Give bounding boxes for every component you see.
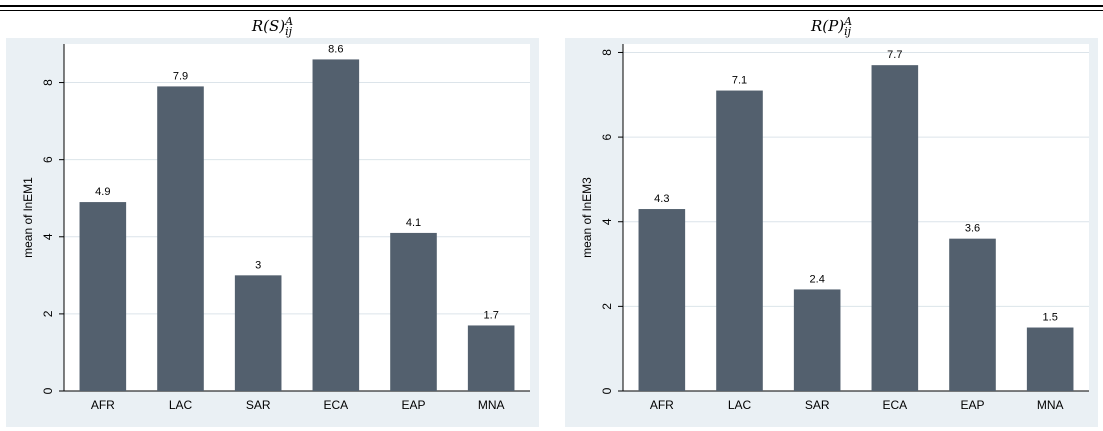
y-tick-label-right-1: 2 [600,303,614,310]
chart-title-right-sub: ij [844,25,851,38]
y-tick-label-left-1: 2 [41,310,55,317]
plot-area-left [64,44,530,391]
bar-left-afr [79,202,127,391]
y-tick-label-right-4: 8 [600,49,614,56]
bar-value-label-left-eap: 4.1 [406,217,421,229]
chart-title-left-sub: ij [285,25,293,38]
bar-value-label-left-afr: 4.9 [95,186,110,198]
x-tick-label-right-eap: EAP [960,398,984,412]
plot-area-right [623,44,1089,391]
bar-left-sar [234,275,282,391]
top-rule-thick [0,5,1103,7]
bar-right-sar [793,289,841,391]
y-tick-label-left-4: 8 [41,79,55,86]
y-tick-label-left-2: 4 [41,233,55,240]
y-tick-label-right-2: 4 [600,218,614,225]
x-tick-label-right-eca: ECA [882,398,907,412]
bar-value-label-right-mna: 1.5 [1043,312,1058,324]
bar-value-label-right-afr: 4.3 [654,193,669,205]
x-tick-label-right-lac: LAC [728,398,752,412]
top-rule-thin [0,10,1103,11]
bar-value-label-left-lac: 7.9 [173,70,188,82]
bar-right-eap [949,238,996,391]
bar-left-eca [312,59,360,392]
x-tick-label-right-sar: SAR [805,398,830,412]
y-tick-label-right-0: 0 [600,387,614,394]
x-tick-label-left-mna: MNA [478,398,505,412]
x-tick-label-left-eca: ECA [323,398,348,412]
bar-value-label-right-lac: 7.1 [732,75,747,87]
x-tick-label-right-mna: MNA [1037,398,1064,412]
bar-right-afr [638,209,686,391]
bar-left-eap [390,232,437,391]
chart-title-left-sup: A [285,15,294,28]
bar-left-lac [157,86,204,392]
bar-chart-left: 0 2 4 6 8 mean of lnEM1 4.9 AFR 7.9 LAC 3 SAR 8.6 ECA… [6,38,539,427]
x-tick-label-left-afr: AFR [91,398,115,412]
chart-title-left-base: R(S) [251,17,286,35]
bar-value-label-left-mna: 1.7 [484,309,499,321]
y-tick-label-right-3: 6 [600,133,614,140]
y-tick-label-left-3: 6 [41,156,55,163]
bar-value-label-left-eca: 8.6 [328,43,343,55]
bar-right-lac [716,90,763,392]
chart-title-right-sup: A [844,15,853,28]
x-tick-label-right-afr: AFR [650,398,674,412]
bar-value-label-right-eca: 7.7 [887,49,902,61]
bar-value-label-left-sar: 3 [255,259,261,271]
y-tick-label-left-0: 0 [41,387,55,394]
y-axis-label-left: mean of lnEM1 [21,177,35,258]
chart-title-right-base: R(P) [810,17,845,35]
bar-left-mna [467,325,515,391]
x-tick-label-left-lac: LAC [169,398,193,412]
x-tick-label-left-eap: EAP [401,398,425,412]
bar-value-label-right-eap: 3.6 [965,223,980,235]
bar-right-eca [871,65,919,391]
bar-value-label-right-sar: 2.4 [810,273,825,285]
x-tick-label-left-sar: SAR [246,398,271,412]
y-axis-label-right: mean of lnEM3 [580,177,594,258]
bar-right-mna [1026,327,1074,391]
bar-chart-right: 0 2 4 6 8 mean of lnEM3 4.3 AFR 7.1 LAC 2.4 SAR 7.7 E… [565,38,1098,427]
